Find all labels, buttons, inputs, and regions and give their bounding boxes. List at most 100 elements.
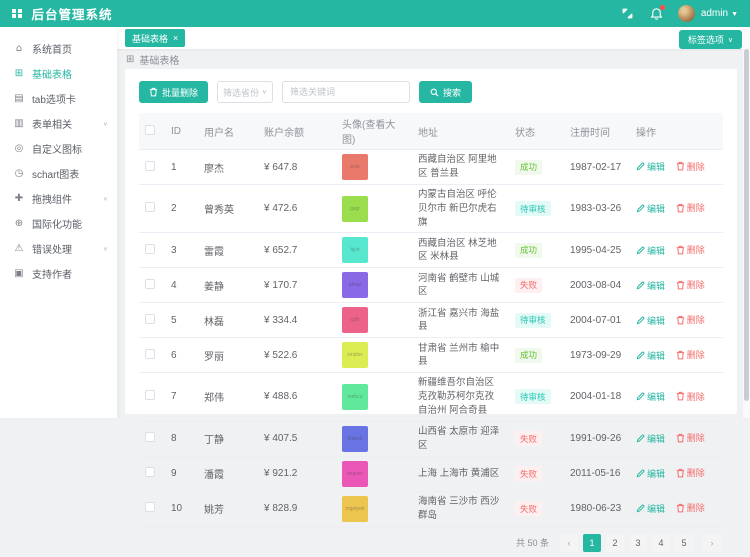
avatar-thumbnail[interactable]: mgetyek [342,496,368,522]
delete-button[interactable]: 删除 [676,390,705,403]
pagination-prev-button[interactable]: ‹ [560,534,578,552]
delete-button[interactable]: 删除 [676,201,705,214]
cell-id: 7 [165,373,198,421]
avatar-thumbnail[interactable]: cgfh [342,307,368,333]
pagination-page-2[interactable]: 2 [606,534,624,552]
sidebar-item-form[interactable]: ▥ 表单相关 ∨ [0,111,117,136]
edit-button[interactable]: 编辑 [636,390,665,403]
edit-button[interactable]: 编辑 [636,314,665,327]
row-checkbox[interactable] [145,202,155,212]
avatar-thumbnail[interactable]: begvek [342,461,368,487]
avatar-thumbnail[interactable]: thakeb [342,426,368,452]
delete-button[interactable]: 删除 [676,243,705,256]
row-checkbox[interactable] [145,161,155,171]
row-checkbox[interactable] [145,314,155,324]
avatar-thumbnail[interactable]: hjch [342,237,368,263]
sidebar-item-custom[interactable]: ◎ 自定义图标 [0,136,117,161]
sidebar-item-home[interactable]: ⌂ 系统首页 [0,36,117,61]
delete-button[interactable]: 删除 [676,278,705,291]
collapse-menu-icon[interactable] [12,9,22,19]
select-all-checkbox[interactable] [145,125,155,135]
user-avatar[interactable] [678,5,695,22]
edit-button[interactable]: 编辑 [636,279,665,292]
pencil-icon [636,351,645,360]
sidebar-item-drag[interactable]: ✚ 拖拽组件 ∨ [0,186,117,211]
sidebar-item-globe[interactable]: ⊕ 国际化功能 [0,211,117,236]
delete-button[interactable]: 删除 [676,466,705,479]
batch-delete-button[interactable]: 批量删除 [139,81,208,103]
edit-button[interactable]: 编辑 [636,432,665,445]
sidebar-item-chart[interactable]: ◷ schart图表 [0,161,117,186]
sidebar-item-book[interactable]: ▣ 支持作者 [0,261,117,286]
tag-options-button[interactable]: 标签选项∨ [679,30,742,49]
search-button[interactable]: 搜索 [419,81,472,103]
edit-button[interactable]: 编辑 [636,467,665,480]
delete-button[interactable]: 删除 [676,348,705,361]
cell-balance: ¥ 652.7 [258,233,336,268]
cell-id: 10 [165,491,198,526]
chevron-down-icon: ∨ [728,36,733,44]
edit-button[interactable]: 编辑 [636,244,665,257]
sidebar-item-label: 拖拽组件 [32,191,72,206]
cell-register-date: 2004-01-18 [564,373,630,421]
edit-button[interactable]: 编辑 [636,349,665,362]
avatar-thumbnail[interactable]: ectu [342,154,368,180]
trash-icon [676,245,685,255]
fullscreen-icon[interactable] [620,6,635,21]
page-scrollbar-thumb[interactable] [744,49,749,401]
row-checkbox[interactable] [145,467,155,477]
row-checkbox[interactable] [145,279,155,289]
delete-button[interactable]: 删除 [676,160,705,173]
sidebar-item-tabs[interactable]: ▤ tab选项卡 [0,86,117,111]
pagination-page-3[interactable]: 3 [629,534,647,552]
delete-button[interactable]: 删除 [676,431,705,444]
avatar-thumbnail[interactable]: xmjdov [342,342,368,368]
row-checkbox[interactable] [145,349,155,359]
table-row: 10 姚芳 ¥ 828.9 mgetyek 海南省 三沙市 西沙群岛 失败 19… [139,491,723,526]
close-icon[interactable]: × [173,34,178,43]
table-row: 1 廖杰 ¥ 647.8 ectu 西藏自治区 阿里地区 普兰县 成功 1987… [139,150,723,185]
delete-button[interactable]: 删除 [676,313,705,326]
tab-bar: 基础表格 × 标签选项∨ [117,27,750,49]
cell-address: 西藏自治区 林芝地区 米林县 [412,233,509,268]
tab-basic-table[interactable]: 基础表格 × [125,29,185,47]
pagination-next-button[interactable]: › [703,534,721,552]
row-checkbox[interactable] [145,390,155,400]
custom-icon: ◎ [13,143,25,154]
pencil-icon [636,246,645,255]
pagination-page-1[interactable]: 1 [583,534,601,552]
edit-button[interactable]: 编辑 [636,160,665,173]
province-filter-select[interactable]: 筛选省份 ∨ [217,81,273,103]
cell-register-date: 1983-03-26 [564,185,630,233]
edit-button[interactable]: 编辑 [636,502,665,515]
status-badge: 失败 [515,466,542,481]
row-checkbox[interactable] [145,244,155,254]
app-header: 后台管理系统 admin▼ [0,0,750,27]
cell-balance: ¥ 170.7 [258,268,336,303]
edit-button[interactable]: 编辑 [636,202,665,215]
chevron-down-icon: ∨ [262,89,267,95]
delete-button[interactable]: 删除 [676,501,705,514]
tab-label: 基础表格 [132,32,168,45]
row-checkbox[interactable] [145,432,155,442]
keyword-filter-input[interactable] [282,81,410,103]
cell-id: 1 [165,150,198,185]
cell-id: 3 [165,233,198,268]
pagination-page-4[interactable]: 4 [652,534,670,552]
sidebar-item-table[interactable]: ⊞ 基础表格 [0,61,117,86]
pagination-page-5[interactable]: 5 [675,534,693,552]
cell-address: 河南省 鹤壁市 山城区 [412,268,509,303]
sidebar-item-warning[interactable]: ⚠ 错误处理 ∨ [0,236,117,261]
row-checkbox[interactable] [145,502,155,512]
user-menu[interactable]: admin▼ [701,8,738,19]
page-scrollbar-track[interactable] [743,27,750,418]
avatar-thumbnail[interactable]: gxgr [342,196,368,222]
avatar-thumbnail[interactable]: mehcu [342,384,368,410]
notification-bell-icon[interactable] [649,6,664,21]
avatar-thumbnail[interactable]: afeap [342,272,368,298]
cell-balance: ¥ 522.6 [258,338,336,373]
pencil-icon [636,281,645,290]
app-title: 后台管理系统 [32,4,113,23]
globe-icon: ⊕ [13,218,25,229]
table-row: 3 雷霞 ¥ 652.7 hjch 西藏自治区 林芝地区 米林县 成功 1995… [139,233,723,268]
